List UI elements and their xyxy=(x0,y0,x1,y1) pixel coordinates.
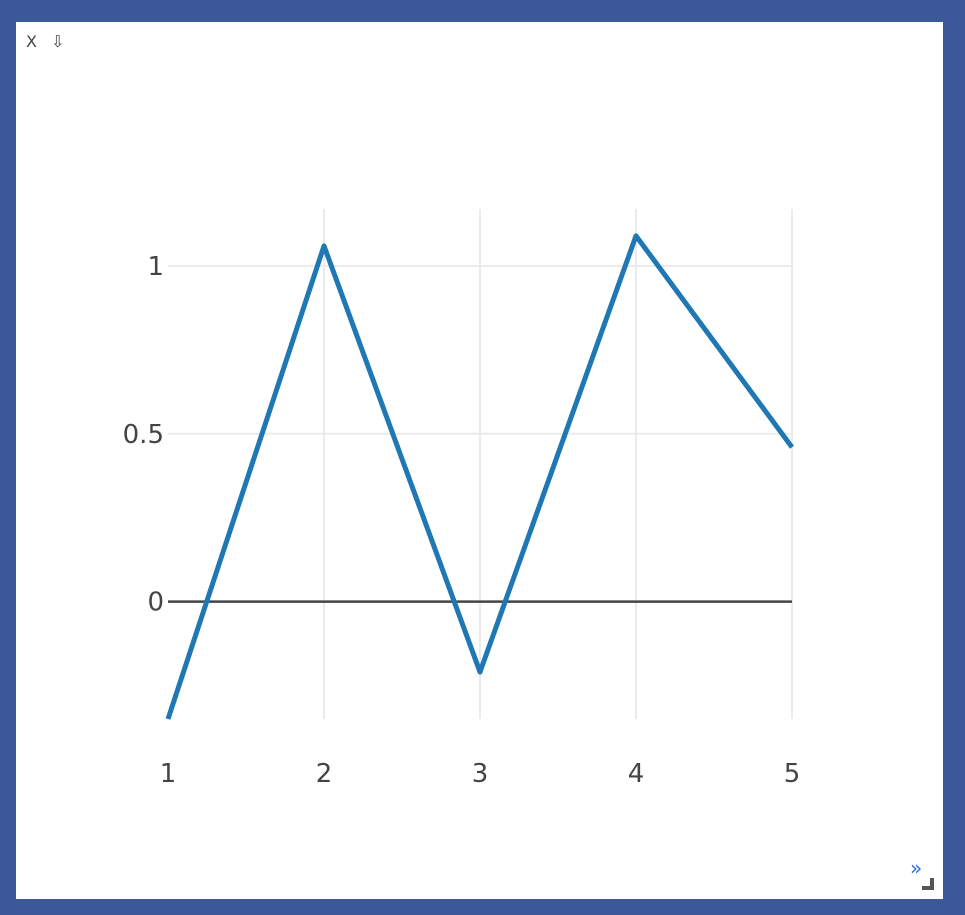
x-tick-label: 4 xyxy=(628,759,645,789)
x-tick-label: 5 xyxy=(784,759,801,789)
y-tick-label: 1 xyxy=(147,252,164,282)
series-line xyxy=(165,233,795,720)
x-tick-label: 2 xyxy=(316,759,333,789)
expand-button[interactable]: » xyxy=(910,856,923,880)
x-axis-ticks: 1 2 3 4 5 xyxy=(160,759,801,789)
y-axis-ticks: 00.51 xyxy=(123,252,164,618)
y-tick-label: 0.5 xyxy=(123,420,164,450)
x-tick-label: 1 xyxy=(160,759,177,789)
x-tick-label: 3 xyxy=(472,759,489,789)
chart-toolbar: X ⇩ xyxy=(26,32,64,52)
grid-lines xyxy=(168,209,793,719)
resize-handle-icon[interactable] xyxy=(920,876,934,890)
series-layer xyxy=(165,233,795,720)
y-tick-label: 0 xyxy=(147,588,164,618)
close-button[interactable]: X xyxy=(26,32,37,51)
download-icon[interactable]: ⇩ xyxy=(50,32,65,51)
